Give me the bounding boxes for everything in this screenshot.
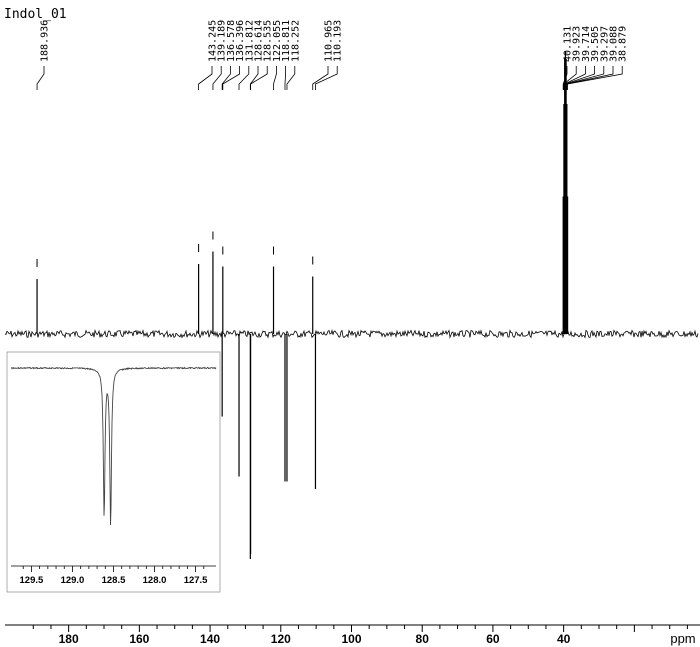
peak-label: 139.189 (217, 20, 228, 62)
baseline-noise (4, 328, 699, 339)
peak-label: 110.193 (333, 20, 344, 62)
peak-label-connector (222, 66, 240, 90)
peak-label-connector (567, 66, 623, 90)
peak-label: 39.923 (572, 26, 583, 62)
peak-label: 39.505 (590, 26, 601, 62)
peak-label-connector (238, 66, 250, 90)
peak-label: 110.965 (324, 20, 335, 62)
inset-tick-label: 128.0 (143, 575, 167, 586)
peak-label-connector (566, 66, 614, 90)
peak-label-connector (284, 66, 286, 90)
peak-label-connector (273, 66, 277, 90)
peak-label-connector (315, 66, 338, 90)
x-tick-label: 100 (341, 632, 361, 646)
x-tick-label: 160 (129, 632, 149, 646)
peak-label: 39.714 (581, 26, 592, 62)
peak-label-connector (249, 66, 259, 90)
peak-label-connector (286, 66, 296, 90)
peak-label-connector (221, 66, 231, 90)
peak-label-connector (563, 66, 577, 90)
peak-label: 136.396 (235, 20, 246, 62)
peak-label: 128.535 (263, 20, 274, 62)
peak-label: 131.812 (244, 20, 255, 62)
peak-label: 39.088 (609, 26, 620, 62)
x-axis: 180 160 140 120 100 80 60 40 (5, 624, 700, 646)
baseline-path (4, 328, 699, 339)
peak-label: 39.297 (599, 26, 610, 62)
peak-label: 122.055 (272, 20, 283, 62)
x-tick-label: 120 (271, 632, 291, 646)
peak-label-connector (36, 66, 45, 90)
peak-label-group: 188.936 143.245139.189136.578136.396131.8… (36, 20, 629, 90)
inset-tick-label: 128.5 (102, 575, 126, 586)
x-tick-label: 140 (200, 632, 220, 646)
chart-title: Indol_01 (4, 7, 67, 22)
peak-label: 188.936 (40, 20, 51, 62)
x-tick-label: 60 (486, 632, 500, 646)
peak-label-connector (312, 66, 329, 90)
peak-label-connector (212, 66, 222, 90)
peak-label: 136.578 (226, 20, 237, 62)
peak-label: 128.614 (254, 20, 265, 62)
inset-tick-label: 127.5 (184, 575, 208, 586)
inset-tick-label: 129.5 (20, 575, 44, 586)
x-axis-label: ppm (670, 631, 695, 646)
peak-group (36, 51, 569, 559)
peak-label: 143.245 (208, 20, 219, 62)
x-tick-label: 80 (416, 632, 430, 646)
inset-panel: 129.5 129.0 128.5 128.0 127.5 (6, 351, 221, 593)
peak-label: 118.252 (290, 20, 301, 62)
peak-label-connector (250, 66, 268, 90)
inset-tick-label: 129.0 (61, 575, 85, 586)
peak-label-connector (198, 66, 213, 90)
peak-label: 118.811 (281, 20, 292, 62)
peak-label: 40.131 (563, 26, 574, 62)
x-tick-label: 40 (557, 632, 571, 646)
peak-label: 38.879 (618, 26, 629, 62)
inset-spectrum-path (10, 366, 217, 526)
x-tick-label: 180 (59, 632, 79, 646)
